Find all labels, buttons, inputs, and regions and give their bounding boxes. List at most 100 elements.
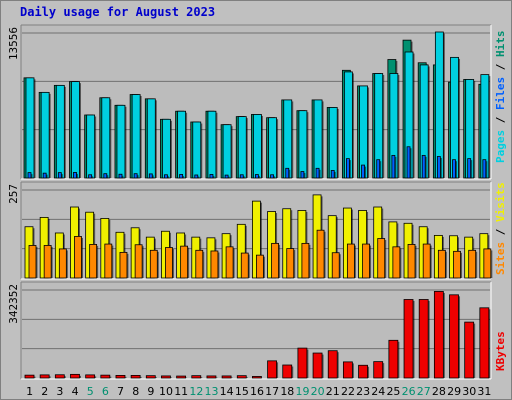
files-bar-21 bbox=[330, 170, 336, 179]
sites-bar-31 bbox=[483, 248, 493, 279]
x-tick-label-10: 10 bbox=[159, 385, 173, 398]
pages-bar-10 bbox=[162, 118, 172, 179]
files-bar-4-fill bbox=[73, 171, 77, 179]
files-bar-18-fill bbox=[285, 167, 290, 179]
pages-bar-19-fill bbox=[298, 110, 308, 179]
legend-item-pages: Pages bbox=[494, 130, 507, 163]
kbytes-bar-7-fill bbox=[115, 375, 126, 379]
pages-bar-9 bbox=[146, 98, 157, 179]
sites-bar-12-fill bbox=[195, 249, 204, 279]
pages-bar-2-fill bbox=[40, 91, 50, 179]
sites-bar-1 bbox=[28, 245, 38, 279]
sites-bar-10 bbox=[165, 247, 174, 279]
files-bar-21-fill bbox=[330, 170, 335, 179]
kbytes-bar-4-fill bbox=[70, 373, 80, 379]
files-bar-4 bbox=[73, 171, 78, 179]
pages-bar-3-fill bbox=[55, 84, 65, 179]
x-tick-label-12: 12 bbox=[189, 385, 203, 398]
sites-bar-16 bbox=[256, 254, 265, 279]
kbytes-bar-12-fill bbox=[191, 375, 202, 379]
kbytes-bar-14 bbox=[221, 375, 233, 379]
kbytes-bar-25 bbox=[388, 339, 400, 379]
files-bar-16-fill bbox=[255, 174, 259, 179]
kbytes-bar-23-fill bbox=[358, 364, 368, 379]
sites-bar-23-fill bbox=[362, 243, 370, 279]
kbytes-bar-19-fill bbox=[297, 347, 308, 379]
kbytes-bar-3-fill bbox=[54, 374, 65, 379]
files-bar-26-fill bbox=[406, 146, 411, 179]
kbytes-bar-13 bbox=[206, 375, 218, 379]
files-bar-23-fill bbox=[361, 164, 365, 179]
pages-bar-12 bbox=[192, 121, 203, 179]
pages-bar-6 bbox=[101, 97, 112, 179]
kbytes-bar-1-fill bbox=[24, 374, 35, 379]
kbytes-bar-20-fill bbox=[312, 352, 323, 379]
x-tick-label-15: 15 bbox=[235, 385, 249, 398]
kbytes-bar-9-fill bbox=[145, 375, 156, 379]
sites-bar-23 bbox=[362, 243, 372, 279]
sites-bar-2-fill bbox=[43, 245, 52, 279]
sites-bar-1-fill bbox=[28, 245, 37, 279]
kbytes-bar-16-fill bbox=[252, 376, 262, 379]
pages-bar-18-fill bbox=[283, 99, 293, 179]
sites-bar-21-fill bbox=[331, 252, 340, 279]
files-bar-10-fill bbox=[164, 174, 168, 179]
kbytes-bar-25-fill bbox=[388, 339, 399, 379]
x-tick-label-3: 3 bbox=[56, 385, 63, 398]
pages-bar-4 bbox=[71, 81, 81, 179]
x-tick-label-4: 4 bbox=[72, 385, 79, 398]
files-bar-13 bbox=[209, 174, 215, 179]
sites-bar-25 bbox=[392, 246, 402, 279]
files-bar-10 bbox=[164, 174, 169, 179]
kbytes-bar-10-fill bbox=[161, 375, 171, 379]
files-bar-26 bbox=[406, 146, 412, 179]
pages-bar-17 bbox=[268, 117, 279, 179]
pages-bar-2 bbox=[40, 91, 51, 179]
pages-bar-16 bbox=[253, 114, 263, 179]
pages-bar-1 bbox=[25, 77, 36, 179]
x-tick-label-2: 2 bbox=[41, 385, 48, 398]
sites-bar-5 bbox=[89, 244, 99, 279]
sites-bar-24-fill bbox=[377, 238, 386, 279]
x-tick-label-27: 27 bbox=[417, 385, 431, 398]
pages-bar-23-fill bbox=[359, 85, 368, 179]
x-tick-label-14: 14 bbox=[220, 385, 234, 398]
pages-bar-20 bbox=[313, 99, 324, 179]
files-bar-5-fill bbox=[88, 174, 93, 179]
x-tick-label-19: 19 bbox=[295, 385, 309, 398]
kbytes-bar-23 bbox=[358, 364, 370, 379]
files-bar-20 bbox=[315, 167, 321, 179]
legend-2: Sites / Visits bbox=[494, 182, 507, 275]
x-tick-label-20: 20 bbox=[311, 385, 325, 398]
kbytes-bar-8-fill bbox=[130, 375, 141, 379]
sites-bar-3 bbox=[58, 248, 68, 279]
y-max-label-2: 257 bbox=[7, 184, 20, 204]
sites-bar-22-fill bbox=[346, 243, 355, 279]
y-max-label-3: 342352 bbox=[7, 284, 20, 324]
kbytes-bar-26 bbox=[403, 299, 415, 379]
pages-bar-19 bbox=[298, 110, 309, 179]
sites-bar-18 bbox=[286, 248, 296, 279]
kbytes-bar-27-fill bbox=[418, 299, 429, 379]
kbytes-bar-8 bbox=[130, 375, 142, 379]
files-bar-6-fill bbox=[103, 173, 108, 179]
sites-bar-29-fill bbox=[453, 250, 461, 279]
files-bar-31-fill bbox=[482, 159, 487, 179]
files-bar-31 bbox=[482, 159, 488, 179]
files-bar-28-fill bbox=[436, 156, 441, 179]
kbytes-bar-22-fill bbox=[342, 361, 353, 379]
sites-bar-15 bbox=[240, 252, 250, 279]
kbytes-bar-19 bbox=[297, 347, 309, 379]
sites-bar-4-fill bbox=[74, 236, 82, 279]
pages-bar-15 bbox=[237, 116, 248, 179]
kbytes-bar-22 bbox=[342, 361, 354, 379]
pages-bar-8 bbox=[131, 94, 142, 179]
sites-bar-28-fill bbox=[437, 249, 446, 279]
sites-bar-29 bbox=[453, 250, 463, 279]
kbytes-bar-30-fill bbox=[464, 321, 475, 379]
pages-bar-8-fill bbox=[131, 94, 141, 179]
files-bar-1 bbox=[27, 172, 33, 179]
sites-bar-9 bbox=[149, 249, 159, 279]
legend-separator: / bbox=[494, 57, 507, 77]
